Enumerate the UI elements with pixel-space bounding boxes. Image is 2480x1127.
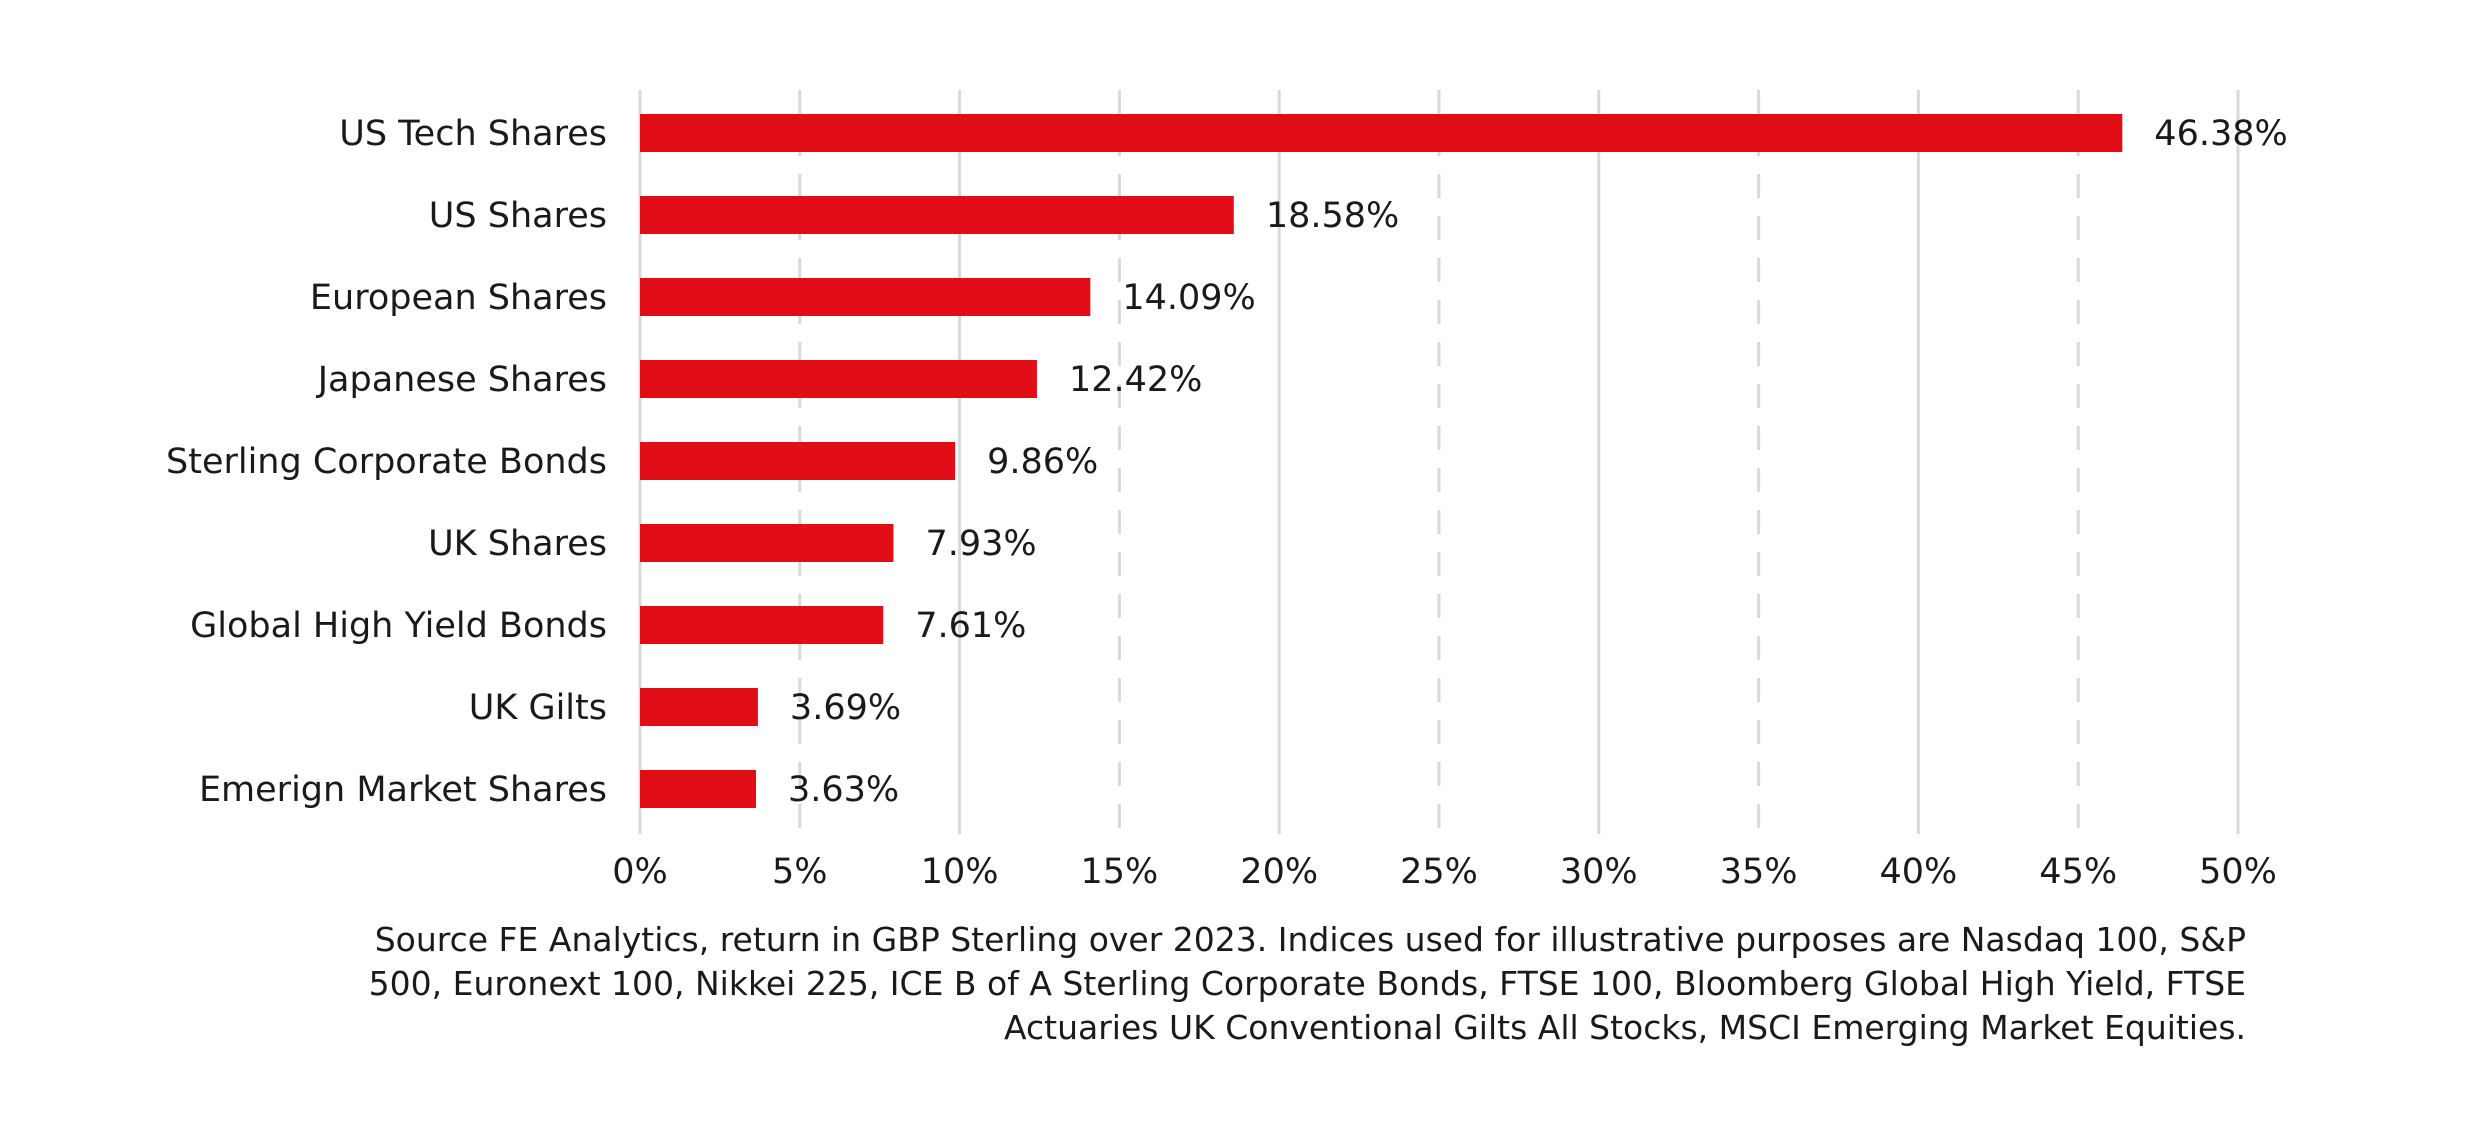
x-tick-label: 20%	[1240, 852, 1318, 892]
data-label: 14.09%	[1122, 278, 1255, 318]
category-label: UK Gilts	[469, 688, 607, 728]
bar	[640, 606, 884, 644]
x-axis-ticks: 0% 5% 10% 15% 20% 25% 30% 35% 40% 45% 50%	[612, 852, 2277, 892]
bar	[640, 524, 894, 562]
data-label: 18.58%	[1266, 196, 1399, 236]
category-label: European Shares	[310, 278, 607, 318]
x-tick-label: 15%	[1081, 852, 1159, 892]
bar	[640, 360, 1037, 398]
bar	[640, 278, 1091, 316]
category-label: Global High Yield Bonds	[190, 606, 607, 646]
data-label: 3.63%	[788, 770, 899, 810]
x-tick-label: 30%	[1560, 852, 1638, 892]
category-label: Sterling Corporate Bonds	[166, 442, 607, 482]
x-tick-label: 5%	[772, 852, 828, 892]
x-tick-label: 10%	[921, 852, 999, 892]
data-label: 9.86%	[987, 442, 1098, 482]
x-tick-label: 50%	[2199, 852, 2277, 892]
source-note: Source FE Analytics, return in GBP Sterl…	[368, 920, 2246, 1047]
data-label: 46.38%	[2154, 114, 2287, 154]
x-tick-label: 45%	[2039, 852, 2117, 892]
bar	[640, 114, 2123, 152]
category-label: Japanese Shares	[316, 360, 607, 400]
bars	[640, 114, 2123, 808]
data-label: 12.42%	[1069, 360, 1202, 400]
bar	[640, 196, 1234, 234]
bar	[640, 688, 758, 726]
x-tick-label: 25%	[1400, 852, 1478, 892]
category-labels: US Tech Shares US Shares European Shares Ja…	[166, 114, 607, 810]
x-tick-label: 35%	[1720, 852, 1798, 892]
data-label: 3.69%	[790, 688, 901, 728]
category-label: US Shares	[429, 196, 607, 236]
data-label: 7.61%	[915, 606, 1026, 646]
x-tick-label: 0%	[612, 852, 668, 892]
bar	[640, 442, 956, 480]
category-label: UK Shares	[428, 524, 607, 564]
value-labels: 46.38% 18.58% 14.09% 12.42% 9.86% 7.93% 7.61% 3…	[788, 114, 2288, 810]
category-label: US Tech Shares	[339, 114, 607, 154]
data-label: 7.93%	[925, 524, 1036, 564]
x-tick-label: 40%	[1880, 852, 1958, 892]
category-label: Emerign Market Shares	[199, 770, 607, 810]
bar	[640, 770, 757, 808]
